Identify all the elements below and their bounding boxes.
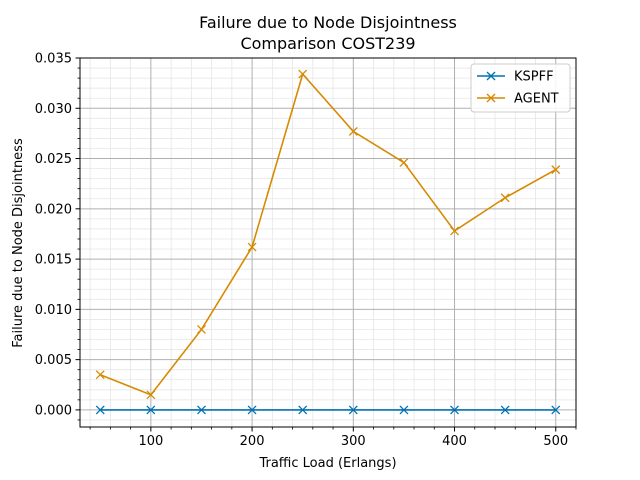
legend-marker-agent: [486, 93, 496, 103]
chart-title-line2: Comparison COST239: [240, 34, 415, 53]
y-tick-label: 0.005: [35, 353, 72, 368]
series-agent: [95, 69, 561, 400]
legend-marker-kspff: [486, 71, 496, 81]
x-axis-label: Traffic Load (Erlangs): [258, 456, 396, 471]
y-tick-label: 0.030: [35, 102, 72, 117]
data-point-agent: [551, 165, 561, 175]
data-point-kspff: [197, 405, 206, 415]
axis-ticks: 100 200 300 400 500 0.000 0.005 0.010 0.015 0.020…: [35, 52, 577, 449]
data-point-agent: [298, 69, 308, 79]
x-tick-label: 200: [240, 434, 265, 449]
data-point-kspff: [551, 405, 561, 415]
y-axis-label: Failure due to Node Disjointness: [11, 138, 26, 348]
data-point-agent: [247, 242, 257, 252]
legend-label-agent: AGENT: [514, 92, 559, 107]
data-point-kspff: [298, 405, 308, 415]
x-tick-label: 300: [341, 434, 366, 449]
chart-title-line1: Failure due to Node Disjointness: [199, 13, 457, 32]
plot-frame: [79, 57, 577, 428]
y-tick-label: 0.035: [35, 52, 72, 67]
x-tick-label: 400: [442, 434, 467, 449]
legend: KSPFF AGENT: [470, 63, 571, 113]
data-point-agent: [95, 370, 105, 380]
data-point-agent: [146, 390, 156, 400]
data-point-kspff: [146, 405, 156, 415]
data-point-kspff: [500, 405, 510, 415]
data-point-agent: [399, 158, 409, 168]
y-tick-label: 0.000: [35, 403, 72, 418]
legend-label-kspff: KSPFF: [514, 70, 554, 85]
series-kspff: [95, 405, 561, 415]
y-tick-label: 0.010: [35, 303, 72, 318]
y-tick-label: 0.020: [35, 202, 72, 217]
data-point-kspff: [399, 405, 409, 415]
y-tick-label: 0.015: [35, 253, 72, 268]
series-line-agent: [99, 72, 557, 396]
x-tick-label: 500: [543, 434, 568, 449]
data-point-kspff: [450, 405, 459, 415]
data-point-agent: [348, 126, 358, 136]
data-point-agent: [500, 193, 510, 203]
data-point-agent: [197, 325, 206, 334]
minor-grid: [80, 58, 577, 427]
data-point-kspff: [95, 405, 105, 415]
series-layer: [95, 69, 561, 415]
y-tick-label: 0.025: [35, 152, 72, 167]
data-point-kspff: [247, 405, 257, 415]
data-point-kspff: [348, 405, 358, 415]
major-grid: [80, 57, 576, 427]
data-point-agent: [450, 226, 459, 236]
x-tick-label: 100: [138, 434, 163, 449]
